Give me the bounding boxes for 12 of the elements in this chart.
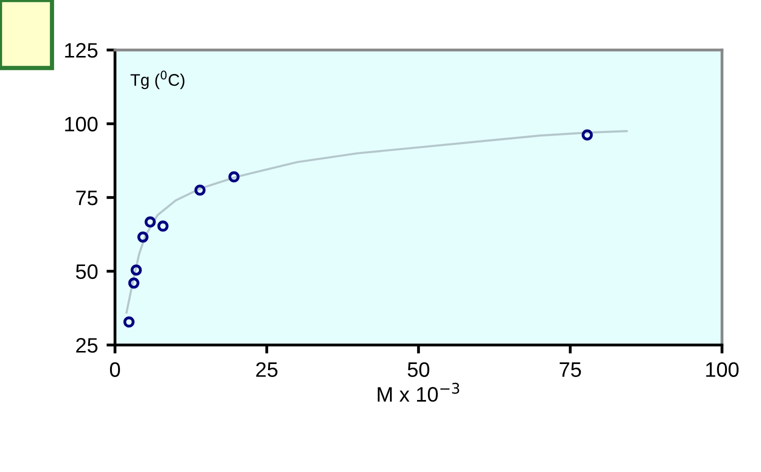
y-axis-title: Tg ($^{0}$C): [130, 70, 184, 90]
x-tick-label: 0: [110, 362, 120, 377]
y-tick-label: 75: [76, 190, 98, 206]
y-tick-label: 50: [76, 264, 98, 280]
y-tick-label: 100: [65, 116, 98, 132]
y-tick-label: 125: [65, 43, 98, 58]
x-tick-label: 50: [408, 362, 430, 377]
x-tick-label: 75: [560, 362, 581, 377]
y-tick-label: 25: [76, 338, 98, 353]
x-axis-title: M x 10$^{−3}$: [378, 382, 460, 402]
x-tick-label: 100: [706, 362, 739, 377]
x-tick-label: 25: [256, 362, 278, 377]
